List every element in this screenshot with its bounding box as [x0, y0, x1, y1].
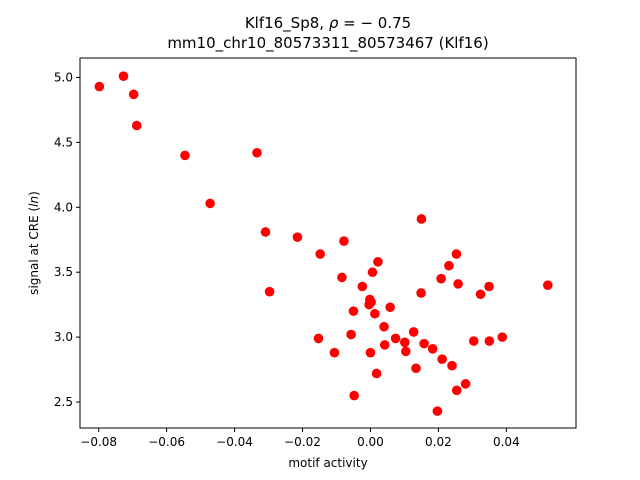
scatter-point — [390, 333, 401, 344]
y-axis-label-italic: ln — [27, 196, 41, 207]
title-prefix: Klf16_Sp8, — [245, 14, 329, 33]
scatter-point — [94, 81, 105, 92]
scatter-point — [484, 281, 494, 292]
data-points — [94, 71, 553, 416]
scatter-point — [357, 281, 368, 292]
x-tick-label: 0.02 — [425, 435, 452, 449]
scatter-point — [346, 329, 356, 340]
scatter-point — [399, 337, 410, 348]
scatter-point — [205, 198, 215, 209]
scatter-point — [416, 214, 427, 224]
scatter-point — [313, 333, 324, 344]
scatter-point — [427, 344, 438, 354]
x-tick-label: −0.02 — [284, 435, 321, 449]
scatter-point — [543, 280, 553, 290]
scatter-point — [252, 147, 262, 158]
scatter-point — [371, 368, 382, 379]
y-axis-label: signal at CRE (ln) — [27, 191, 41, 295]
scatter-point — [400, 346, 411, 357]
scatter-point — [484, 336, 495, 346]
scatter-point — [329, 347, 340, 358]
scatter-point — [408, 327, 419, 337]
scatter-point — [444, 260, 454, 271]
x-tick-label: −0.06 — [148, 435, 185, 449]
title-rho-value: = − 0.75 — [338, 14, 411, 32]
scatter-point — [451, 249, 462, 259]
scatter-point — [292, 232, 303, 242]
x-axis-ticks: −0.08 −0.06 −0.04 −0.02 0.00 0.02 0.04 — [80, 428, 520, 449]
y-tick-label: 4.5 — [54, 135, 73, 149]
scatter-point — [260, 227, 271, 237]
scatter-point — [180, 150, 190, 161]
x-tick-label: −0.08 — [80, 435, 117, 449]
y-tick-label: 5.0 — [54, 70, 73, 84]
scatter-point — [131, 120, 142, 131]
x-tick-label: 0.04 — [493, 435, 520, 449]
x-axis-label: motif activity — [288, 456, 367, 470]
scatter-point — [468, 336, 479, 346]
scatter-point — [437, 354, 447, 364]
y-tick-label: 3.0 — [54, 330, 73, 344]
x-tick-label: −0.04 — [216, 435, 253, 449]
chart-title-line2: mm10_chr10_80573311_80573467 (Klf16) — [167, 34, 488, 53]
y-axis-label-suffix: ) — [27, 191, 41, 196]
scatter-point — [436, 273, 446, 284]
scatter-point — [315, 249, 325, 259]
scatter-point — [379, 321, 389, 332]
scatter-point — [451, 385, 462, 396]
x-tick-label: 0.00 — [357, 435, 384, 449]
scatter-point — [339, 236, 349, 246]
title-rho-symbol: ρ — [329, 14, 339, 32]
y-axis-label-prefix: signal at CRE ( — [27, 207, 41, 295]
scatter-point — [365, 347, 376, 358]
scatter-point — [447, 360, 457, 371]
scatter-point — [366, 297, 376, 307]
scatter-point — [118, 71, 129, 81]
scatter-point — [419, 338, 429, 349]
scatter-point — [349, 390, 359, 401]
scatter-point — [128, 89, 139, 100]
scatter-point — [497, 332, 508, 342]
scatter-point — [385, 302, 395, 313]
scatter-point — [432, 406, 443, 416]
scatter-point — [264, 286, 275, 297]
chart-title-line1: Klf16_Sp8, ρ = − 0.75 — [245, 14, 411, 33]
y-tick-label: 4.0 — [54, 200, 73, 214]
plot-frame — [79, 57, 577, 429]
scatter-point — [370, 308, 380, 319]
scatter-point — [373, 257, 383, 267]
y-axis-ticks: 2.5 3.0 3.5 4.0 4.5 5.0 — [54, 70, 80, 409]
scatter-point — [348, 306, 359, 316]
scatter-point — [367, 267, 378, 278]
scatter-point — [453, 279, 463, 289]
scatter-point — [460, 379, 471, 389]
scatter-point — [337, 272, 347, 283]
scatter-point — [416, 288, 426, 298]
scatter-point — [379, 340, 390, 350]
y-tick-label: 2.5 — [54, 395, 73, 409]
scatter-point — [475, 289, 486, 300]
scatter-point — [411, 363, 421, 374]
y-tick-label: 3.5 — [54, 265, 73, 279]
